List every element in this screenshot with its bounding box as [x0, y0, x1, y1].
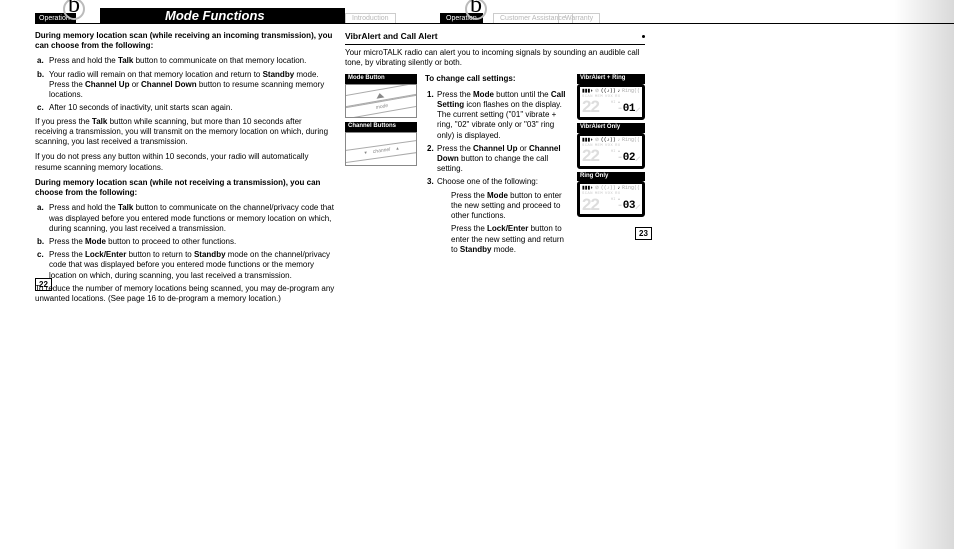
item-c: After 10 seconds of inactivity, unit sta…: [49, 103, 335, 113]
instructions-heading: To change call settings:: [425, 74, 569, 84]
step-3a: Press the Mode button to enter the new s…: [451, 191, 569, 222]
diagram-label: Channel Buttons: [345, 122, 417, 132]
mode-button-illustration: mode: [345, 84, 417, 118]
mode-button-diagram: Mode Button mode: [345, 74, 417, 118]
section-title: VibrAlert and Call Alert: [345, 31, 645, 45]
left-content: During memory location scan (while recei…: [35, 23, 335, 304]
para-deprogram: To reduce the number of memory locations…: [35, 284, 335, 304]
step-2: Press the Channel Up or Channel Down but…: [437, 144, 569, 175]
brand-logo: b: [465, 0, 489, 22]
step-1: Press the Mode button until the Call Set…: [437, 90, 569, 141]
step-3: Choose one of the following: Press the M…: [437, 177, 569, 255]
list-receiving: Press and hold the Talk button to commun…: [35, 56, 335, 113]
lcd-screen: ▮▮▮◗⊘((♪))♪Ring(( SCANMEMVOXRX 22 HI ▴ -…: [577, 84, 645, 120]
item2-c: Press the Lock/Enter button to return to…: [49, 250, 335, 281]
page-title: Mode Functions: [100, 8, 345, 23]
list-not-receiving: Press and hold the Talk button to commun…: [35, 203, 335, 281]
lcd-label: Ring Only: [577, 172, 645, 182]
instructions-column: To change call settings: Press the Mode …: [425, 74, 569, 258]
diagram-label: Mode Button: [345, 74, 417, 84]
tab-warranty: Warranty: [558, 13, 600, 23]
para-talk-scan: If you press the Talk button while scann…: [35, 117, 335, 148]
section-intro: Your microTALK radio can alert you to in…: [345, 48, 645, 68]
channel-buttons-diagram: Channel Buttons ▾ channel ▴: [345, 122, 417, 166]
lcd-screen: ▮▮▮◗⊘((♪))♪Ring(( SCANMEMVOXRX 22 HI ▴ -…: [577, 181, 645, 217]
page-header-right: Introduction Operation Customer Assistan…: [345, 0, 645, 23]
step-3b: Press the Lock/Enter button to enter the…: [451, 224, 569, 255]
intro-receiving: During memory location scan (while recei…: [35, 31, 335, 51]
lcd-vibralert-only: VibrAlert Only ▮▮▮◗⊘((♪))♪Ring(( SCANMEM…: [577, 123, 645, 169]
item-b: Your radio will remain on that memory lo…: [49, 70, 335, 101]
item2-a: Press and hold the Talk button to commun…: [49, 203, 335, 234]
channel-buttons-illustration: ▾ channel ▴: [345, 132, 417, 166]
lcd-ring-only: Ring Only ▮▮▮◗⊘((♪))♪Ring(( SCANMEMVOXRX…: [577, 172, 645, 218]
lcd-label: VibrAlert + Ring: [577, 74, 645, 84]
section-dot-icon: [642, 35, 645, 38]
right-content: VibrAlert and Call Alert Your microTALK …: [345, 23, 645, 258]
header-rule: [345, 23, 954, 24]
lcd-label: VibrAlert Only: [577, 123, 645, 133]
page-fold-shadow: [894, 0, 954, 549]
brand-logo: b: [63, 0, 87, 22]
item-a: Press and hold the Talk button to commun…: [49, 56, 335, 66]
page-number-right: 23: [635, 227, 652, 240]
diagram-column: Mode Button mode Channel Buttons ▾: [345, 74, 417, 258]
lcd-screen: ▮▮▮◗⊘((♪))♪Ring(( SCANMEMVOXRX 22 HI ▴ -…: [577, 133, 645, 169]
page-number-left: 22: [35, 278, 52, 291]
item2-b: Press the Mode button to proceed to othe…: [49, 237, 335, 247]
lcd-vibralert-ring: VibrAlert + Ring ▮▮▮◗⊘((♪))♪Ring(( SCANM…: [577, 74, 645, 120]
steps-list: Press the Mode button until the Call Set…: [425, 90, 569, 256]
para-auto-resume: If you do not press any button within 10…: [35, 152, 335, 172]
intro-not-receiving: During memory location scan (while not r…: [35, 178, 335, 198]
left-page: Operation b Mode Functions During memory…: [35, 0, 335, 309]
right-page: Introduction Operation Customer Assistan…: [345, 0, 645, 258]
tab-introduction: Introduction: [345, 13, 396, 23]
page-header: Operation b Mode Functions: [35, 0, 335, 23]
